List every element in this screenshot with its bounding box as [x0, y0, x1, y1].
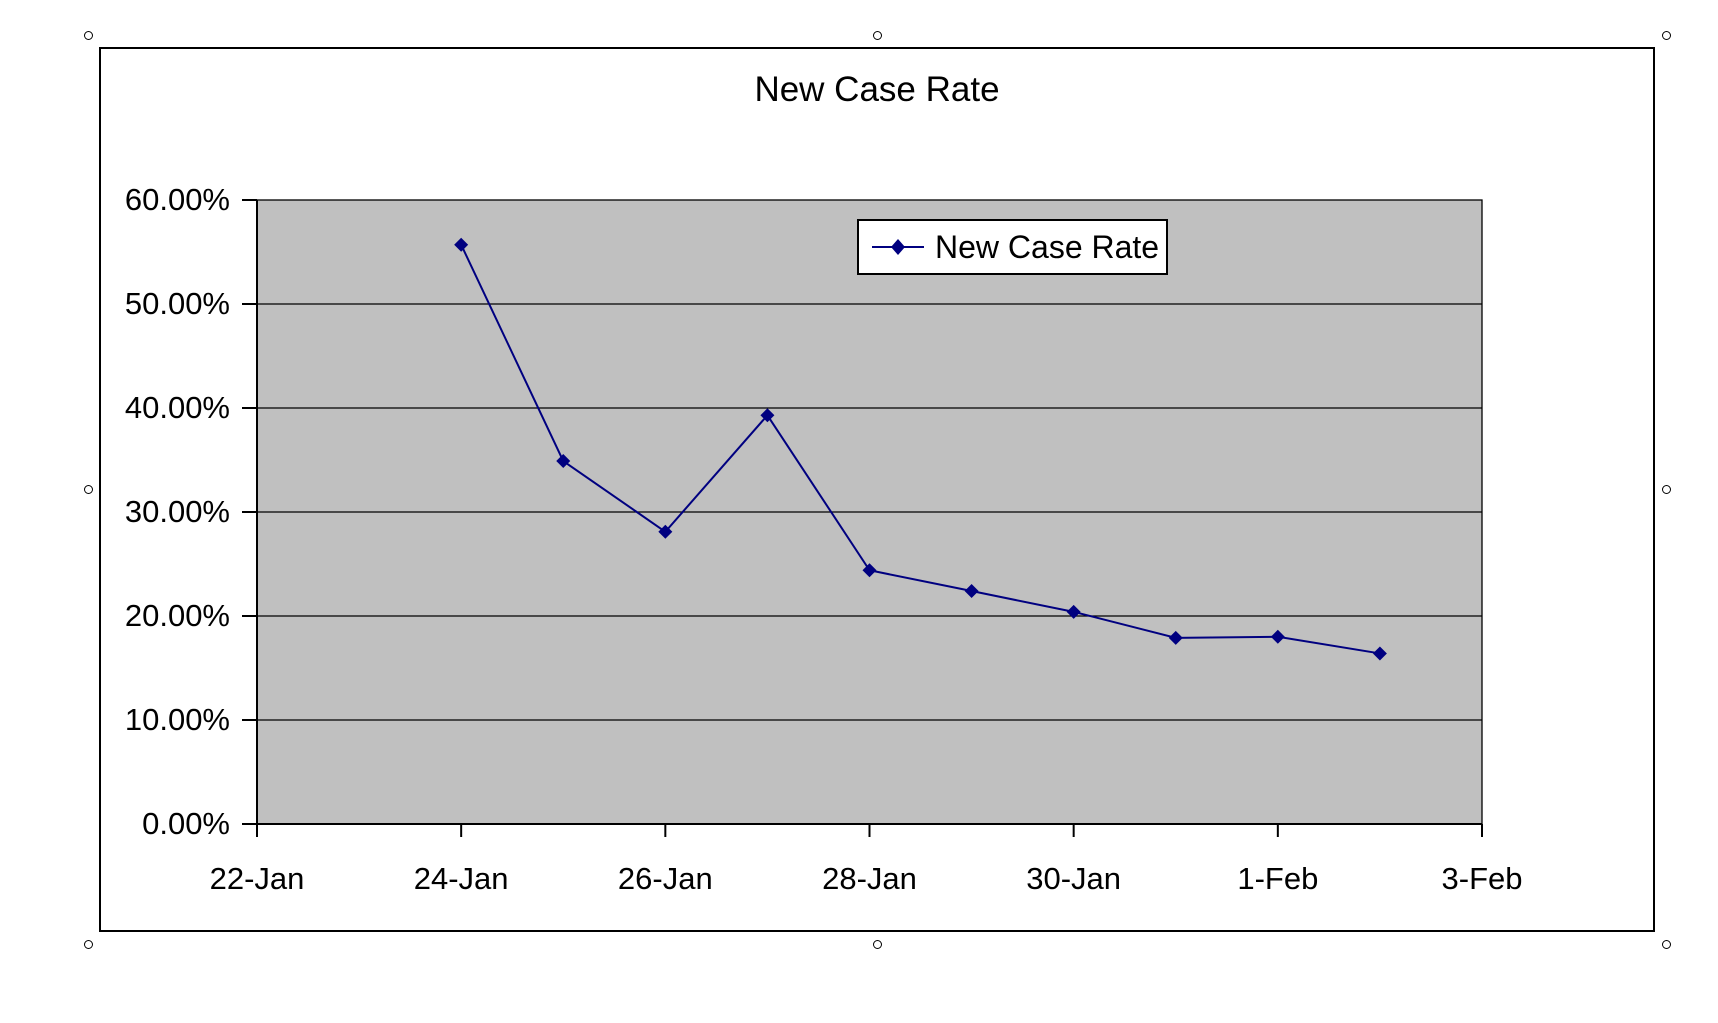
y-axis-tick-label: 60.00% [124, 182, 230, 217]
x-axis-tick-label: 3-Feb [1441, 861, 1523, 896]
selection-handle[interactable] [1661, 484, 1671, 494]
data-point-marker[interactable] [964, 584, 979, 599]
data-point-marker[interactable] [1270, 629, 1285, 644]
series-marker-icon [872, 239, 924, 255]
x-axis-tick-label: 1-Feb [1237, 861, 1319, 896]
data-point-marker[interactable] [556, 454, 571, 469]
selection-handle[interactable] [872, 30, 882, 40]
y-axis-tick-label: 50.00% [124, 286, 230, 321]
data-point-marker[interactable] [760, 408, 775, 423]
selection-handle[interactable] [1661, 30, 1671, 40]
legend-series-label: New Case Rate [935, 228, 1160, 265]
y-axis-tick-label: 0.00% [142, 806, 230, 841]
y-axis-tick-label: 10.00% [124, 702, 230, 737]
chart-title[interactable]: New Case Rate [754, 70, 1000, 109]
selection-handle[interactable] [1661, 939, 1671, 949]
x-axis-tick-label: 22-Jan [209, 861, 305, 896]
data-point-marker[interactable] [1066, 604, 1081, 619]
chart-legend[interactable]: New Case Rate [857, 219, 1168, 275]
selection-handle[interactable] [83, 939, 93, 949]
y-axis-tick-label: 40.00% [124, 390, 230, 425]
data-point-marker[interactable] [1168, 630, 1183, 645]
selection-handle[interactable] [83, 30, 93, 40]
selection-handle[interactable] [872, 939, 882, 949]
x-axis-tick-label: 28-Jan [822, 861, 917, 896]
data-point-marker[interactable] [454, 237, 469, 252]
data-point-marker[interactable] [658, 524, 673, 539]
x-axis-tick-label: 26-Jan [617, 861, 713, 896]
x-axis-tick-label: 24-Jan [413, 861, 509, 896]
data-point-marker[interactable] [1372, 646, 1387, 661]
y-axis-tick-label: 20.00% [124, 598, 230, 633]
x-axis-tick-label: 30-Jan [1026, 861, 1122, 896]
y-axis-tick-label: 30.00% [124, 494, 230, 529]
series-line[interactable] [460, 244, 1381, 655]
selection-handle[interactable] [83, 484, 93, 494]
data-point-marker[interactable] [862, 563, 877, 578]
